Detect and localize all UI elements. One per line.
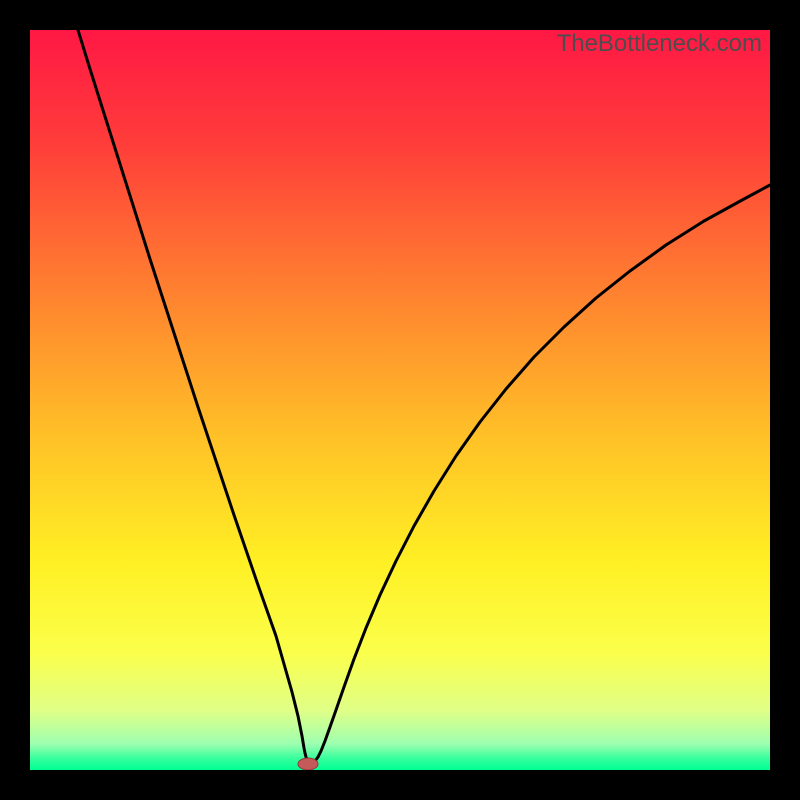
curve-svg: [30, 30, 770, 770]
bottleneck-curve: [78, 30, 770, 764]
watermark-text: TheBottleneck.com: [557, 30, 762, 58]
plot-area: [30, 30, 770, 770]
min-marker: [298, 758, 318, 770]
chart-frame: TheBottleneck.com: [0, 0, 800, 800]
